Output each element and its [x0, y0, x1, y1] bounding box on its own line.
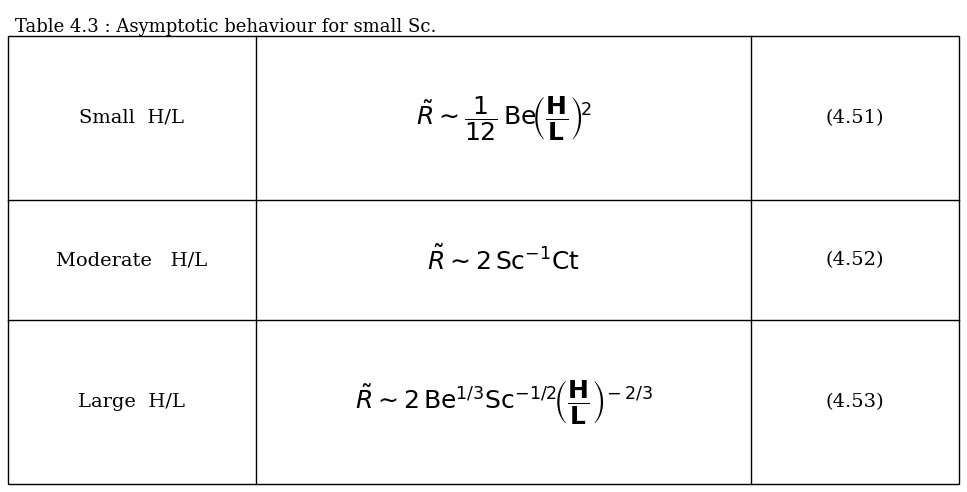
Text: $\tilde{R} \sim 2\,\mathrm{Sc}^{-1}\mathrm{Ct}$: $\tilde{R} \sim 2\,\mathrm{Sc}^{-1}\math…: [427, 246, 580, 275]
Text: (4.53): (4.53): [826, 393, 885, 411]
Text: (4.52): (4.52): [826, 251, 885, 269]
Text: Moderate   H/L: Moderate H/L: [56, 251, 208, 269]
Text: (4.51): (4.51): [826, 109, 885, 127]
Text: $\tilde{R} \sim \dfrac{1}{12}\,\mathrm{Be}\!\left(\dfrac{\mathbf{H}}{\mathbf{L}}: $\tilde{R} \sim \dfrac{1}{12}\,\mathrm{B…: [416, 94, 592, 142]
Text: Table 4.3 : Asymptotic behaviour for small Sc.: Table 4.3 : Asymptotic behaviour for sma…: [15, 18, 436, 36]
Text: $\tilde{R} \sim 2\,\mathrm{Be}^{1/3}\mathrm{Sc}^{-1/2}\!\left(\dfrac{\mathbf{H}}: $\tilde{R} \sim 2\,\mathrm{Be}^{1/3}\mat…: [355, 378, 653, 426]
Text: Small  H/L: Small H/L: [79, 109, 185, 127]
Text: Large  H/L: Large H/L: [78, 393, 186, 411]
